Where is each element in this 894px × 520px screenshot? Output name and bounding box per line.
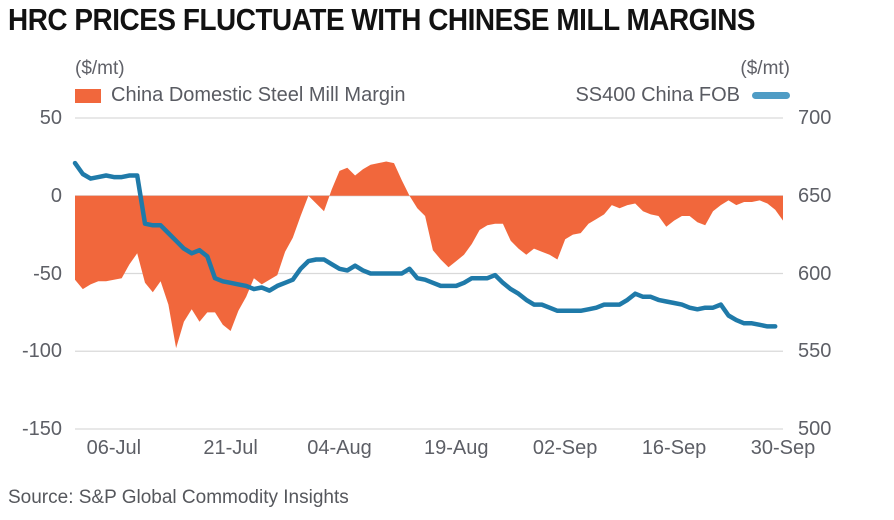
x-axis-tick-label: 21-Jul: [203, 437, 258, 459]
x-axis-tick-label: 04-Aug: [307, 437, 372, 459]
margin-series-swatch-icon: [75, 88, 101, 103]
left-axis-tick-label: 50: [39, 107, 62, 129]
margin-area-series: [75, 161, 783, 349]
right-axis-tick-label: 500: [798, 418, 832, 440]
chart-title: HRC PRICES FLUCTUATE WITH CHINESE MILL M…: [8, 2, 756, 37]
fob-line-series: [72, 160, 778, 329]
left-axis-tick-label: -50: [33, 262, 62, 285]
legend-margin: China Domestic Steel Mill Margin: [75, 84, 406, 107]
legend-fob: SS400 China FOB: [575, 84, 790, 107]
left-axis-tick-label: -100: [21, 340, 62, 363]
source-attribution: Source: S&P Global Commodity Insights: [8, 487, 349, 508]
x-axis-tick-label: 16-Sep: [641, 437, 707, 459]
fob-series-dash-icon: [752, 92, 790, 99]
right-axis-tick-label: 550: [798, 340, 832, 363]
x-axis-tick-label: 06-Jul: [86, 437, 142, 459]
right-axis-unit: ($/mt): [740, 58, 790, 79]
legend-margin-label: China Domestic Steel Mill Margin: [111, 84, 406, 106]
x-axis-tick-label: 02-Sep: [532, 437, 598, 459]
right-axis-tick-label: 650: [798, 184, 832, 207]
x-axis-tick-label: 30-Sep: [750, 437, 816, 459]
right-axis-tick-label: 600: [798, 262, 832, 285]
x-axis-tick-label: 19-Aug: [423, 437, 489, 459]
right-axis-tick-label: 700: [798, 107, 832, 129]
left-axis-unit: ($/mt): [75, 58, 125, 79]
legend-fob-label: SS400 China FOB: [575, 84, 740, 106]
left-axis-tick-label: -150: [21, 418, 62, 440]
left-axis-tick-label: 0: [50, 184, 62, 207]
